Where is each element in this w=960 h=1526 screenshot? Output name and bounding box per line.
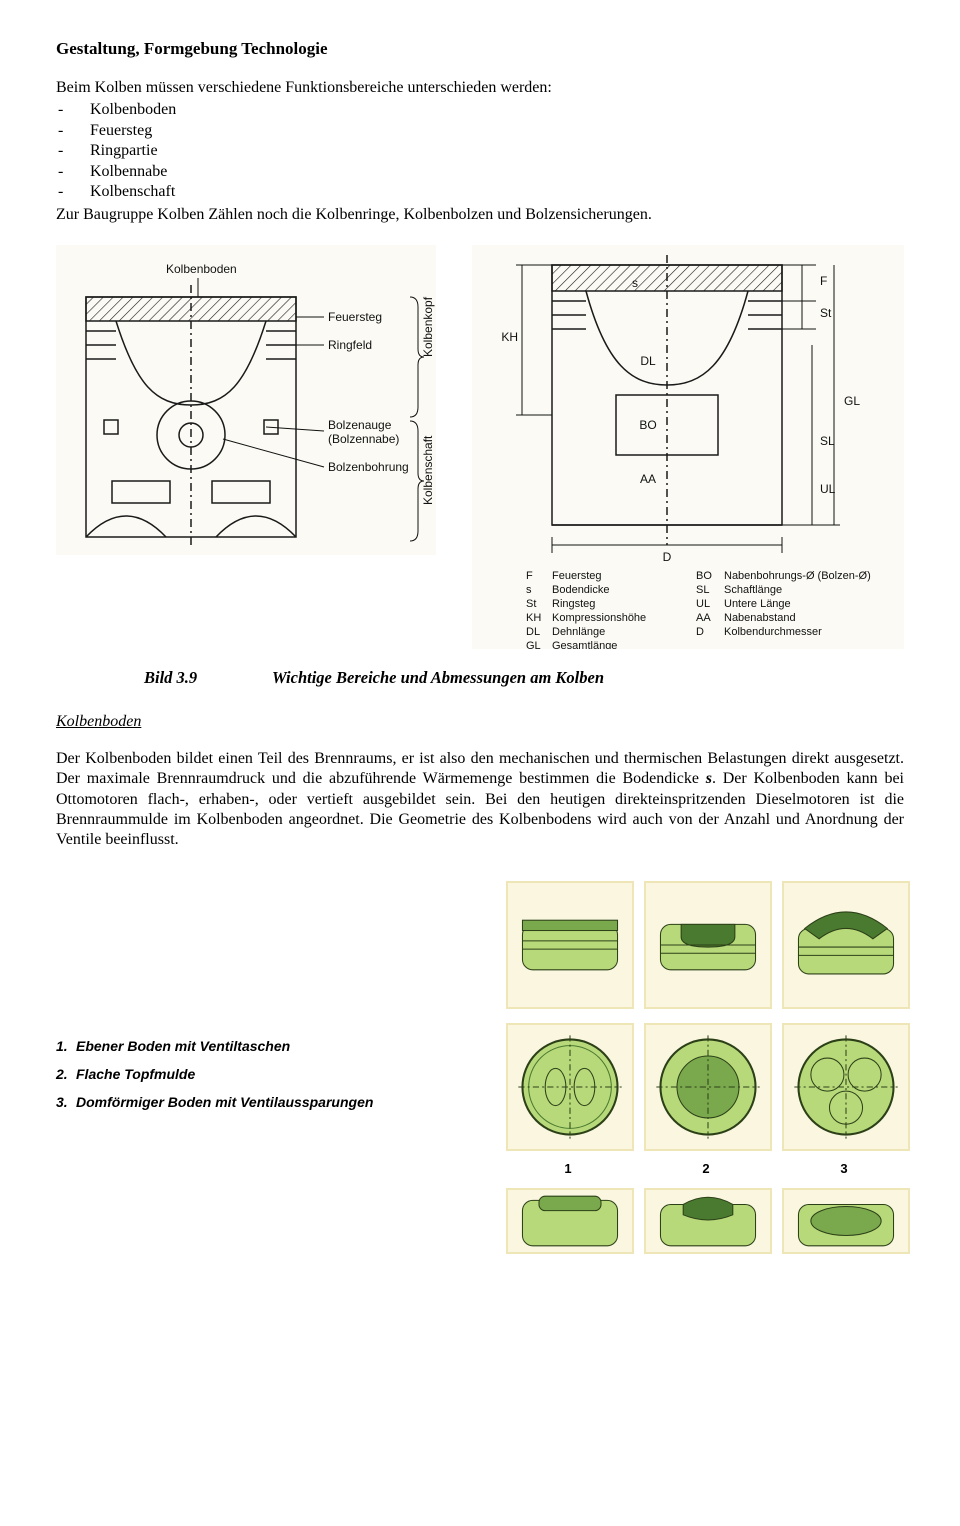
legend-k: F <box>526 570 533 582</box>
legend-v: Untere Länge <box>724 598 791 610</box>
enum-num: 3. <box>56 1088 76 1116</box>
page-heading: Gestaltung, Formgebung Technologie <box>56 38 904 60</box>
enum-num: 2. <box>56 1060 76 1088</box>
piston-dimensions-diagram: KH s DL BO AA F St GL SL UL D <box>472 245 904 649</box>
legend-v: Kolbendurchmesser <box>724 626 822 638</box>
dash-icon: - <box>56 100 90 120</box>
caption-text: Wichtige Bereiche und Abmessungen am Kol… <box>272 667 604 688</box>
enum-num: 1. <box>56 1032 76 1060</box>
thumb-column: 1 <box>506 881 630 1268</box>
thumb-column: 3 <box>782 881 906 1268</box>
thumb-side-2 <box>644 881 772 1009</box>
bullet-list: -Kolbenboden -Feuersteg -Ringpartie -Kol… <box>56 100 904 202</box>
thumb-bottom-1 <box>506 1188 634 1254</box>
dash-icon: - <box>56 121 90 141</box>
dim-aa: AA <box>640 472 656 486</box>
thumb-top-3 <box>782 1023 910 1151</box>
intro-text: Beim Kolben müssen verschiedene Funktion… <box>56 78 904 98</box>
thumb-number: 3 <box>782 1161 906 1178</box>
enum-label: Ebener Boden mit Ventiltaschen <box>76 1032 290 1060</box>
section-heading: Kolbenboden <box>56 712 904 732</box>
caption-id: Bild 3.9 <box>144 667 272 688</box>
label-ringfeld: Ringfeld <box>328 338 372 352</box>
bullet-label: Kolbenboden <box>90 100 176 120</box>
dim-dl: DL <box>640 354 656 368</box>
bullet-label: Feuersteg <box>90 121 152 141</box>
dim-st: St <box>820 306 832 320</box>
dim-sl: SL <box>820 434 835 448</box>
legend-k: SL <box>696 584 709 596</box>
thumb-top-2 <box>644 1023 772 1151</box>
dash-icon: - <box>56 141 90 161</box>
bullet-label: Ringpartie <box>90 141 158 161</box>
thumb-bottom-3 <box>782 1188 910 1254</box>
legend-v: Nabenabstand <box>724 612 796 624</box>
legend-v: Kompressionshöhe <box>552 612 646 624</box>
legend-v: Nabenbohrungs-Ø (Bolzen-Ø) <box>724 570 871 582</box>
thumb-top-1 <box>506 1023 634 1151</box>
dash-icon: - <box>56 182 90 202</box>
label-bolzennabe: (Bolzennabe) <box>328 432 399 446</box>
dim-s: s <box>632 276 638 290</box>
legend-v: Feuersteg <box>552 570 602 582</box>
label-kolbenkopf: Kolbenkopf <box>421 296 435 357</box>
legend-v: Dehnlänge <box>552 626 605 638</box>
legend-k: BO <box>696 570 712 582</box>
thumb-side-1 <box>506 881 634 1009</box>
dim-kh: KH <box>501 330 518 344</box>
enum-label: Domförmiger Boden mit Ventilaussparungen <box>76 1088 373 1116</box>
bullet-item: -Ringpartie <box>56 141 904 161</box>
bullet-item: -Kolbenschaft <box>56 182 904 202</box>
piston-thumbnails: 1 <box>506 881 906 1268</box>
legend-k: KH <box>526 612 541 624</box>
bullet-label: Kolbenschaft <box>90 182 175 202</box>
bottom-row: 1.Ebener Boden mit Ventiltaschen 2.Flach… <box>56 881 904 1268</box>
figure-left: Kolbenboden <box>56 245 436 555</box>
enum-label: Flache Topfmulde <box>76 1060 195 1088</box>
label-feuersteg: Feuersteg <box>328 310 382 324</box>
legend-k: St <box>526 598 536 610</box>
label-bolzenbohrung: Bolzenbohrung <box>328 460 409 474</box>
legend-k: UL <box>696 598 710 610</box>
legend-v: Schaftlänge <box>724 584 782 596</box>
label-kolbenboden: Kolbenboden <box>166 262 237 276</box>
bullet-item: -Kolbenboden <box>56 100 904 120</box>
figure-row: Kolbenboden <box>56 245 904 649</box>
legend-k: GL <box>526 640 541 649</box>
piston-sections-diagram: Kolbenboden <box>56 245 436 555</box>
bullet-item: -Kolbennabe <box>56 162 904 182</box>
legend-k: AA <box>696 612 711 624</box>
dim-d: D <box>663 550 672 564</box>
legend-k: DL <box>526 626 540 638</box>
bullet-item: -Feuersteg <box>56 121 904 141</box>
enum-item: 1.Ebener Boden mit Ventiltaschen <box>56 1032 486 1060</box>
legend-v: Bodendicke <box>552 584 610 596</box>
closing-text: Zur Baugruppe Kolben Zählen noch die Kol… <box>56 205 904 225</box>
thumb-number: 1 <box>506 1161 630 1178</box>
thumb-column: 2 <box>644 881 768 1268</box>
label-bolzenauge: Bolzenauge <box>328 418 392 432</box>
enum-item: 2.Flache Topfmulde <box>56 1060 486 1088</box>
thumb-bottom-2 <box>644 1188 772 1254</box>
dim-ul: UL <box>820 482 836 496</box>
legend-v: Gesamtlänge <box>552 640 617 649</box>
label-kolbenschaft: Kolbenschaft <box>421 435 435 505</box>
bullet-label: Kolbennabe <box>90 162 167 182</box>
body-paragraph: Der Kolbenboden bildet einen Teil des Br… <box>56 749 904 851</box>
thumb-side-3 <box>782 881 910 1009</box>
legend-k: D <box>696 626 704 638</box>
dim-bo: BO <box>639 418 656 432</box>
figure-caption: Bild 3.9 Wichtige Bereiche und Abmessung… <box>144 667 904 688</box>
enum-item: 3.Domförmiger Boden mit Ventilaussparung… <box>56 1088 486 1116</box>
enum-list: 1.Ebener Boden mit Ventiltaschen 2.Flach… <box>56 1032 486 1116</box>
dim-f: F <box>820 274 827 288</box>
thumb-number: 2 <box>644 1161 768 1178</box>
dim-gl: GL <box>844 394 860 408</box>
dash-icon: - <box>56 162 90 182</box>
legend-k: s <box>526 584 532 596</box>
legend-v: Ringsteg <box>552 598 595 610</box>
figure-right: KH s DL BO AA F St GL SL UL D <box>472 245 904 649</box>
